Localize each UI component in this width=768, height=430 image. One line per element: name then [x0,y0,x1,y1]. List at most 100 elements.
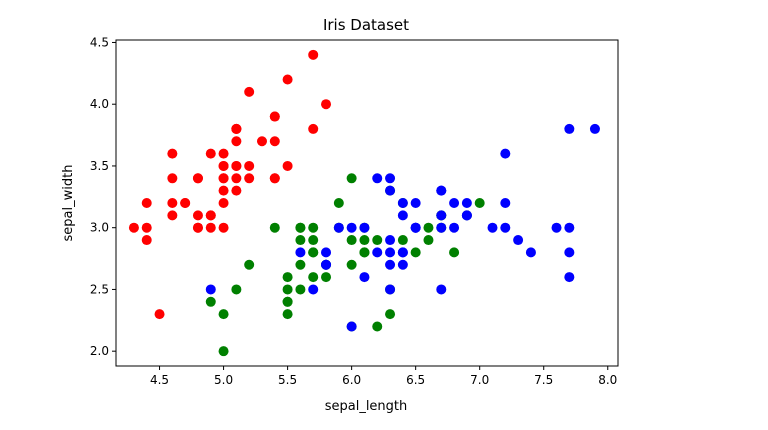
data-point-s2-29 [500,222,511,233]
data-point-s2-36 [385,173,396,184]
data-point-s0-48 [256,136,267,147]
data-point-s2-26 [372,247,383,258]
data-point-s1-3 [282,309,293,320]
data-point-s1-4 [410,247,421,258]
data-point-s1-47 [372,235,383,246]
data-point-s1-8 [423,235,434,246]
data-point-s1-39 [282,284,293,295]
data-point-s2-23 [385,259,396,270]
data-point-s0-6 [167,173,178,184]
data-point-s1-19 [295,284,306,295]
data-point-s1-23 [359,247,370,258]
y-axis-label: sepal_width [61,165,76,242]
data-point-s2-27 [359,222,370,233]
x-tick-label: 7.0 [470,373,489,387]
x-axis-label: sepal_length [325,399,408,414]
data-point-s1-44 [295,259,306,270]
data-point-s2-44 [436,185,447,196]
data-point-s2-42 [321,259,332,270]
data-point-s2-48 [372,173,383,184]
data-point-s2-9 [500,148,511,159]
data-point-s0-36 [282,160,293,171]
data-point-s1-31 [282,296,293,307]
y-tick-label: 3.0 [90,221,109,235]
data-point-s0-30 [192,210,203,221]
data-point-s2-43 [449,198,460,208]
x-tick-label: 8.0 [598,373,617,387]
data-point-s0-10 [269,136,280,147]
data-point-s1-37 [385,309,396,320]
data-point-s1-0 [474,198,485,208]
data-point-s1-34 [269,222,280,233]
data-point-s1-29 [308,272,319,283]
data-point-s0-42 [141,198,152,208]
data-point-s0-21 [231,136,242,147]
data-point-s0-23 [231,185,242,196]
data-point-s2-30 [525,247,536,258]
data-point-s2-6 [205,284,216,295]
data-point-s2-10 [410,198,421,208]
data-point-s2-25 [500,198,511,208]
data-point-s0-13 [128,222,139,233]
data-point-s1-20 [333,198,344,208]
data-point-s0-14 [321,99,332,110]
data-point-s2-47 [410,222,421,233]
data-point-s2-34 [359,272,370,283]
data-point-s2-8 [436,284,447,295]
data-point-s0-37 [205,148,216,159]
data-point-s0-8 [141,235,152,246]
x-tick-label: 5.5 [278,373,297,387]
data-point-s0-22 [167,148,178,159]
data-point-s1-46 [308,235,319,246]
y-axis-ticks: 2.0 2.5 3.0 3.5 4.0 4.5 [90,35,116,358]
data-point-s1-43 [218,309,229,320]
x-tick-label: 4.5 [150,373,169,387]
data-point-s0-49 [218,185,229,196]
data-points-layer [128,49,600,357]
y-tick-label: 2.0 [90,344,109,358]
y-tick-label: 4.0 [90,97,109,111]
data-point-s0-28 [244,173,255,184]
data-point-s0-43 [218,160,229,171]
data-point-s1-49 [308,247,319,258]
data-point-s0-1 [205,222,216,233]
data-point-s1-35 [346,173,357,184]
data-point-s2-22 [564,247,575,258]
y-tick-label: 4.5 [90,35,109,49]
data-point-s2-32 [397,247,408,258]
data-point-s2-31 [589,123,600,134]
data-point-s0-27 [244,160,255,171]
data-point-s2-11 [397,259,408,270]
data-point-s0-41 [154,309,165,320]
x-axis-ticks: 4.5 5.0 5.5 6.0 6.5 7.0 7.5 8.0 [150,366,617,387]
data-point-s0-46 [231,123,242,134]
data-point-s2-33 [385,247,396,258]
data-point-s2-35 [564,222,575,233]
data-point-s1-45 [308,222,319,233]
data-point-s0-24 [192,173,203,184]
data-point-s2-7 [513,235,524,246]
data-point-s2-20 [461,198,472,208]
data-point-s2-41 [461,210,472,221]
data-point-s0-29 [180,198,191,208]
data-point-s0-15 [308,49,319,60]
data-point-s2-45 [436,222,447,233]
data-point-s1-26 [449,247,460,258]
data-point-s2-49 [333,222,344,233]
data-point-s2-13 [308,284,319,295]
data-point-s1-24 [397,235,408,246]
data-point-s2-3 [385,235,396,246]
data-point-s1-10 [218,346,229,357]
data-point-s1-13 [359,235,370,246]
data-point-s2-2 [487,222,498,233]
data-point-s2-38 [346,222,357,233]
data-point-s0-35 [218,198,229,208]
data-point-s2-0 [385,185,396,196]
data-point-s2-12 [449,222,460,233]
data-point-s1-9 [244,259,255,270]
data-point-s2-37 [397,210,408,221]
data-point-s2-17 [564,123,575,134]
y-tick-label: 3.5 [90,159,109,173]
data-point-s0-34 [205,210,216,221]
